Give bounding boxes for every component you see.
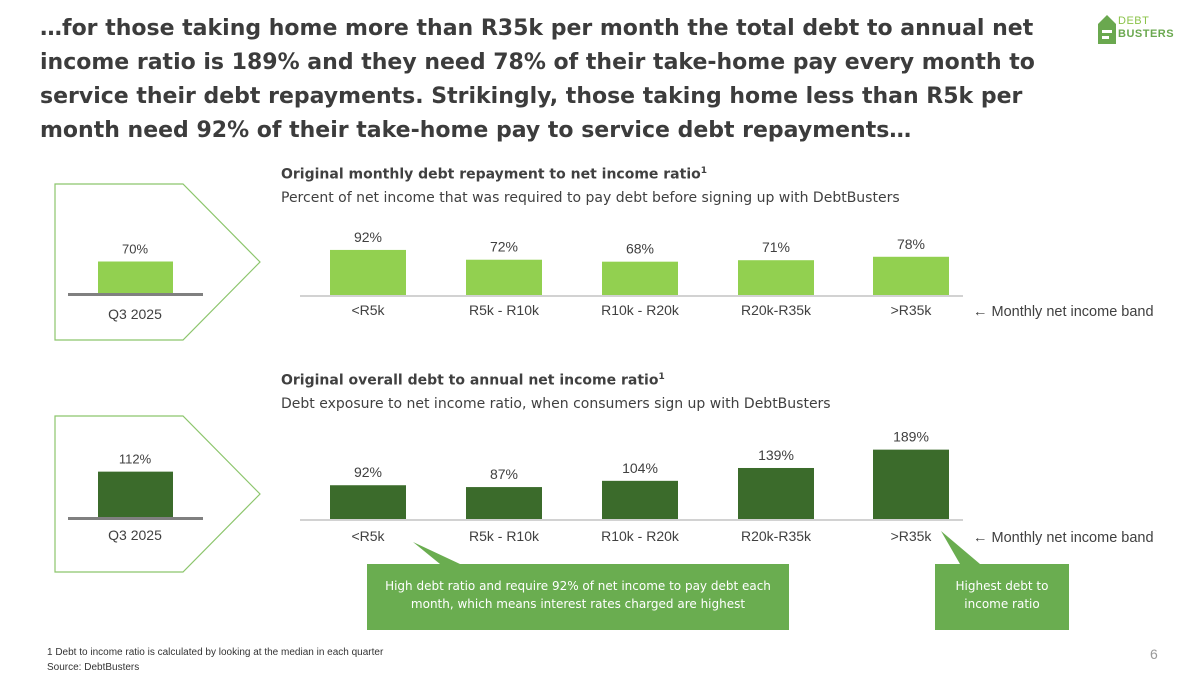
chart1-title: Original monthly debt repayment to net i… [281,166,708,183]
callout-box-low-income [367,542,789,630]
summary-value-label: 112% [119,452,152,467]
category-label: <R5k [351,528,385,544]
bar-2 [602,261,678,295]
summary-period-label: Q3 2025 [108,527,162,543]
logo-line1: DEBT [1118,15,1150,27]
callout-box-highest [935,531,1069,630]
bar-value-label: 189% [893,429,929,445]
bar-1 [466,259,542,295]
category-label: <R5k [351,302,385,318]
summary-arrow-frame [54,415,261,573]
axis-note: ← Monthly net income band [973,530,1154,546]
callout-text-highest: Highest debt to income ratio [955,579,1049,611]
chart1-subtitle: Percent of net income that was required … [281,190,900,206]
bar-value-label: 78% [897,236,925,252]
footnote: 1 Debt to income ratio is calculated by … [47,647,384,658]
bar-value-label: 92% [354,464,382,480]
bar-value-label: 92% [354,229,382,245]
house-icon [1098,15,1116,44]
headline: …for those taking home more than R35k pe… [40,16,1035,143]
category-label: >R35k [891,528,933,544]
bar-3 [738,467,814,519]
logo-line2: BUSTERS [1118,28,1175,40]
chart2-title: Original overall debt to annual net inco… [281,372,665,389]
callout-text-low-income: High debt ratio and require 92% of net i… [385,579,771,611]
summary-bar [98,471,173,517]
category-label: R5k - R10k [469,528,540,544]
bar-4 [873,256,949,295]
category-label: R5k - R10k [469,302,540,318]
bar-value-label: 71% [762,239,790,255]
bar-value-label: 72% [490,239,518,255]
summary-arrow-frame [54,183,261,341]
page-number: 6 [1150,646,1158,662]
bar-value-label: 104% [622,460,658,476]
category-label: R20k-R35k [741,302,812,318]
source-note: Source: DebtBusters [47,662,140,673]
bar-4 [873,449,949,519]
axis-note: ← Monthly net income band [973,304,1154,320]
bar-value-label: 139% [758,447,794,463]
summary-bar [98,261,173,293]
bar-value-label: 68% [626,241,654,257]
bar-1 [466,487,542,519]
category-label: R10k - R20k [601,528,680,544]
debtbusters-logo: DEBT BUSTERS [1096,12,1174,48]
category-label: >R35k [891,302,933,318]
chart2-subtitle: Debt exposure to net income ratio, when … [281,396,831,412]
bar-value-label: 87% [490,466,518,482]
category-label: R10k - R20k [601,302,680,318]
summary-period-label: Q3 2025 [108,306,162,322]
summary-value-label: 70% [122,242,148,257]
bar-0 [330,249,406,295]
category-label: R20k-R35k [741,528,812,544]
bar-3 [738,260,814,295]
bar-2 [602,480,678,519]
bar-0 [330,485,406,519]
